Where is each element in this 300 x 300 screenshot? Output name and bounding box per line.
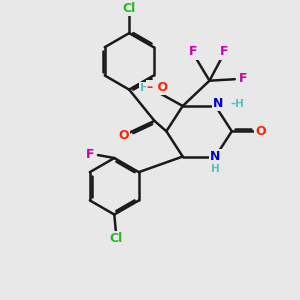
Text: F: F [220, 45, 229, 58]
Text: Cl: Cl [110, 232, 123, 245]
Text: – O: – O [147, 81, 168, 94]
Text: –H: –H [231, 100, 245, 110]
Text: O: O [118, 129, 128, 142]
Text: N: N [210, 150, 220, 163]
Text: O: O [255, 125, 266, 138]
Text: F: F [86, 148, 94, 161]
Text: H: H [211, 164, 220, 174]
Text: F: F [189, 45, 197, 58]
Text: Cl: Cl [123, 2, 136, 15]
Text: H: H [140, 82, 149, 92]
Text: N: N [213, 97, 224, 110]
Text: F: F [239, 72, 247, 85]
